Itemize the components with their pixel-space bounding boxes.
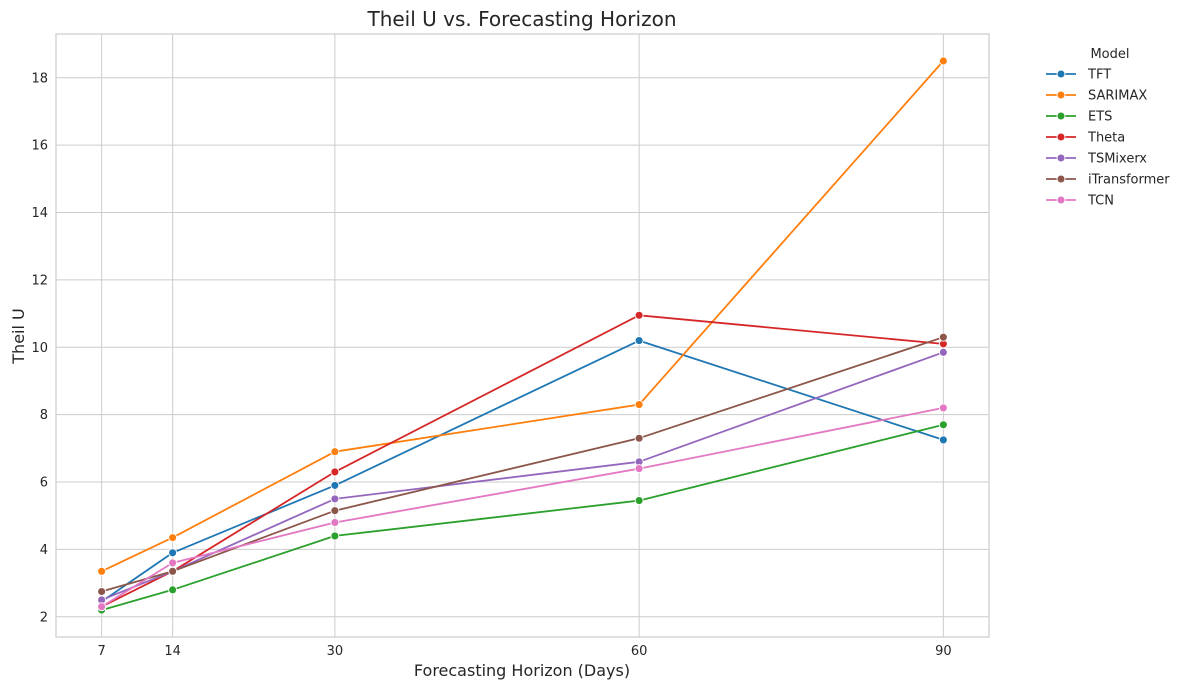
legend-marker [1056, 111, 1066, 121]
legend-item-itransformer: iTransformer [1046, 173, 1170, 188]
series-line [101, 351, 944, 601]
series-tcn [97, 403, 948, 612]
data-point [938, 420, 948, 430]
data-point [634, 310, 644, 320]
legend-marker [1056, 174, 1066, 184]
data-point [330, 480, 340, 490]
y-tick-label: 18 [31, 71, 48, 86]
legend-item-tft: TFT [1046, 68, 1111, 83]
data-point [330, 494, 340, 504]
data-point [168, 558, 178, 568]
legend-title: Model [1090, 47, 1129, 62]
y-tick-label: 10 [31, 341, 48, 356]
x-tick-label: 90 [935, 644, 952, 659]
tick-labels: 7 14 30 60 90 2 4 6 8 10 12 14 16 18 [31, 71, 951, 659]
x-axis-label: Forecasting Horizon (Days) [414, 661, 630, 680]
series-itransformer [97, 332, 948, 596]
data-point [634, 336, 644, 346]
legend-label: iTransformer [1088, 173, 1170, 188]
data-point [938, 435, 948, 445]
series-line [101, 423, 944, 611]
data-point [168, 533, 178, 543]
y-tick-label: 4 [40, 543, 48, 558]
y-tick-label: 6 [40, 476, 48, 491]
series-line [101, 314, 944, 608]
legend-item-sarimax: SARIMAX [1046, 89, 1147, 104]
legend-item-theta: Theta [1046, 131, 1125, 146]
chart-title: Theil U vs. Forecasting Horizon [366, 7, 676, 31]
series-line [101, 407, 944, 608]
series-theta [97, 310, 948, 612]
legend-marker [1056, 153, 1066, 163]
legend-item-tsmixerx: TSMixerx [1046, 152, 1147, 167]
data-point [938, 347, 948, 357]
series-tsmixerx [97, 347, 948, 605]
data-point [938, 403, 948, 413]
x-tick-label: 60 [631, 644, 648, 659]
legend-item-ets: ETS [1046, 110, 1112, 125]
x-tick-label: 7 [97, 644, 105, 659]
data-point [938, 56, 948, 66]
plot-frame [55, 33, 990, 638]
data-point [330, 467, 340, 477]
series-tft [97, 336, 948, 607]
legend-label: TFT [1087, 68, 1111, 83]
data-point [634, 433, 644, 443]
y-tick-label: 8 [40, 408, 48, 423]
series-layer [97, 56, 948, 615]
legend-label: TSMixerx [1087, 152, 1147, 167]
y-tick-label: 16 [31, 139, 48, 154]
y-axis-label: Theil U [9, 308, 28, 364]
legend-item-tcn: TCN [1046, 194, 1114, 209]
legend-marker [1056, 90, 1066, 100]
data-point [97, 566, 107, 576]
legend-items: TFT SARIMAX ETS Theta TSMixerx iTransformer TC… [1046, 68, 1170, 209]
legend-marker [1056, 69, 1066, 79]
y-tick-label: 14 [31, 206, 48, 221]
data-point [168, 548, 178, 558]
data-point [634, 400, 644, 410]
legend-marker [1056, 195, 1066, 205]
data-point [938, 332, 948, 342]
data-point [97, 587, 107, 596]
series-sarimax [97, 56, 948, 576]
data-point [97, 602, 107, 612]
legend-label: ETS [1088, 110, 1112, 125]
legend-label: SARIMAX [1088, 89, 1147, 104]
series-line [101, 60, 945, 573]
data-point [168, 585, 178, 595]
data-point [330, 518, 340, 527]
y-tick-label: 12 [31, 273, 48, 288]
y-tick-label: 2 [40, 610, 48, 625]
data-point [634, 496, 644, 506]
legend-marker [1056, 132, 1066, 142]
data-point [330, 506, 340, 516]
x-tick-label: 30 [327, 644, 344, 659]
data-point [330, 531, 340, 541]
x-tick-label: 14 [164, 644, 181, 659]
legend-label: TCN [1087, 194, 1114, 209]
data-point [634, 464, 644, 474]
series-ets [97, 420, 948, 615]
data-point [168, 566, 178, 576]
data-point [330, 447, 340, 457]
legend-label: Theta [1087, 131, 1125, 146]
legend: Model TFT SARIMAX ETS Theta TSMixerx iTransfo… [1046, 47, 1170, 209]
